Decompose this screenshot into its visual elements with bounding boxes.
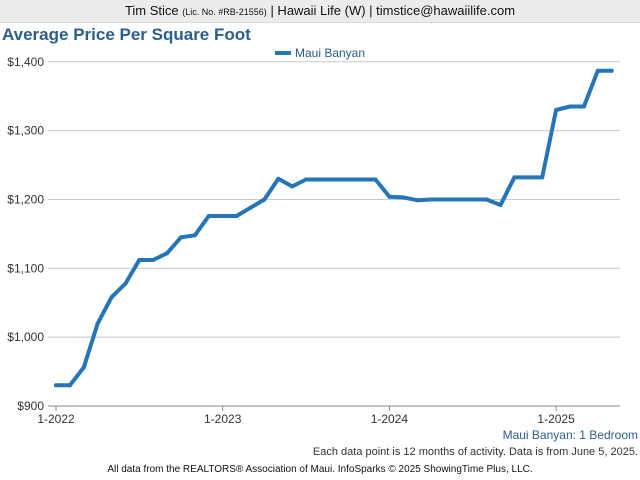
x-tick-label: 1-2023 bbox=[204, 412, 242, 426]
data-point bbox=[151, 258, 156, 262]
data-point bbox=[234, 214, 239, 218]
footer-credit: All data from the REALTORS® Association … bbox=[107, 464, 533, 475]
data-point bbox=[54, 383, 58, 388]
data-point bbox=[415, 198, 420, 203]
x-tick-label: 1-2025 bbox=[537, 412, 575, 426]
data-point bbox=[248, 205, 253, 210]
chart-subtitle: Maui Banyan: 1 Bedroom bbox=[502, 428, 638, 442]
legend-label: Maui Banyan bbox=[294, 46, 366, 60]
y-tick-label: $1,000 bbox=[7, 330, 44, 344]
data-point bbox=[345, 177, 350, 182]
data-point bbox=[540, 175, 545, 180]
data-point bbox=[595, 68, 600, 73]
data-point bbox=[331, 177, 336, 182]
y-tick-label: $900 bbox=[17, 399, 44, 413]
data-point bbox=[609, 68, 614, 73]
data-point bbox=[443, 197, 447, 202]
series-line bbox=[54, 68, 614, 388]
x-tick-label: 1-2022 bbox=[37, 412, 75, 426]
x-tick-label: 1-2024 bbox=[371, 412, 409, 426]
y-tick-label: $1,200 bbox=[7, 192, 44, 206]
license-number: (Lic. No. #RB-21556) bbox=[182, 7, 267, 17]
legend-swatch bbox=[274, 50, 291, 55]
legend: Maui Banyan bbox=[0, 46, 640, 60]
data-point bbox=[429, 197, 434, 202]
data-point bbox=[290, 184, 295, 189]
data-point bbox=[109, 295, 114, 300]
data-point bbox=[498, 203, 503, 207]
data-point bbox=[581, 104, 586, 109]
data-point bbox=[276, 176, 281, 181]
data-point bbox=[373, 177, 378, 182]
data-point bbox=[526, 175, 531, 180]
data-point bbox=[67, 383, 72, 388]
data-point bbox=[484, 197, 489, 202]
data-point bbox=[81, 365, 86, 370]
data-point bbox=[220, 214, 225, 218]
data-point bbox=[512, 175, 517, 180]
y-axis: $900 $1,000 $1,100 $1,200 $1,300 $1,400 bbox=[7, 55, 44, 413]
data-point bbox=[206, 214, 211, 218]
data-point bbox=[554, 108, 559, 112]
header-bar: Tim Stice (Lic. No. #RB-21556) | Hawaii … bbox=[0, 0, 640, 23]
data-point bbox=[179, 235, 183, 240]
data-point bbox=[95, 321, 100, 326]
data-point bbox=[568, 104, 572, 109]
y-tick-label: $1,300 bbox=[7, 124, 44, 138]
data-point bbox=[304, 177, 308, 182]
grid-lines bbox=[48, 61, 620, 407]
x-axis: 1-2022 1-2023 1-2024 1-2025 bbox=[37, 406, 575, 426]
data-point bbox=[317, 177, 322, 182]
data-point bbox=[470, 197, 475, 202]
data-point bbox=[456, 197, 461, 202]
chart-title: Average Price Per Square Foot bbox=[2, 25, 251, 44]
data-point bbox=[359, 177, 364, 182]
data-point bbox=[192, 233, 197, 238]
data-point bbox=[262, 197, 267, 202]
data-point bbox=[387, 194, 392, 199]
data-note: Each data point is 12 months of activity… bbox=[312, 446, 638, 458]
data-point bbox=[401, 195, 406, 200]
data-point bbox=[123, 281, 128, 286]
series-layer bbox=[54, 68, 614, 388]
agent-name: Tim Stice bbox=[124, 3, 179, 18]
data-point bbox=[165, 251, 170, 256]
header-details: | Hawaii Life (W) | timstice@hawaiilife.… bbox=[270, 3, 516, 18]
y-tick-label: $1,400 bbox=[7, 55, 44, 69]
y-tick-label: $1,100 bbox=[7, 261, 44, 275]
data-point bbox=[137, 258, 142, 262]
